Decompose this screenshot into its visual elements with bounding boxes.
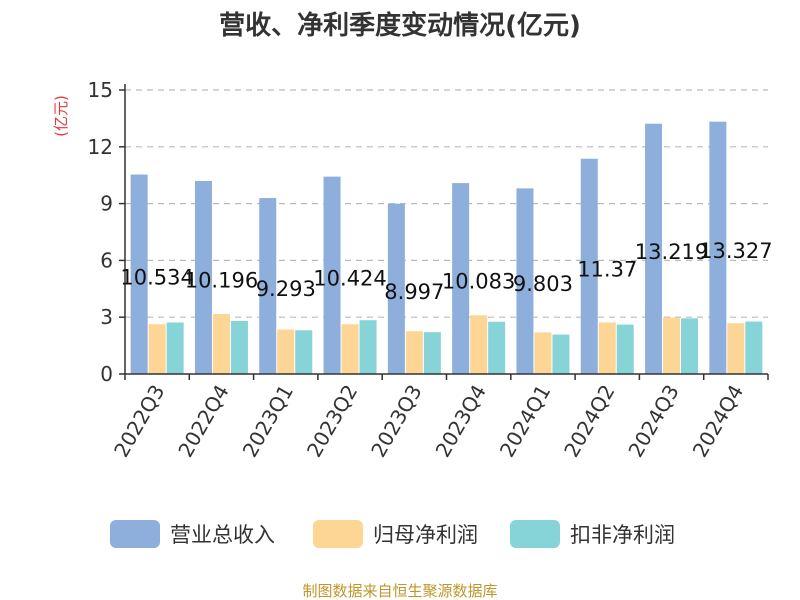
legend-label: 归母净利润: [373, 523, 478, 547]
bar: [645, 123, 663, 374]
data-label: 8.997: [384, 280, 444, 304]
x-tick-label: 2022Q3: [109, 381, 169, 462]
y-tick-label: 3: [100, 305, 113, 329]
x-tick-label: 2023Q2: [302, 381, 362, 462]
x-tick-label: 2023Q4: [431, 381, 491, 462]
x-tick-label: 2024Q1: [495, 381, 555, 462]
y-tick-label: 15: [88, 78, 113, 102]
legend-item: 营业总收入: [110, 520, 275, 548]
bar: [598, 322, 616, 374]
data-labels: 10.53410.1969.29310.4248.99710.0839.8031…: [120, 239, 772, 304]
legend-label: 营业总收入: [170, 523, 275, 547]
bar: [323, 176, 341, 374]
bar: [681, 318, 699, 374]
x-tick-labels: 2022Q3 2022Q4 2023Q1 2023Q2 2023Q3 2023Q4 2024…: [109, 381, 748, 462]
y-tick-label: 9: [100, 192, 113, 216]
bar: [616, 324, 634, 374]
gridlines: [125, 89, 768, 318]
y-tick-label: 6: [100, 248, 113, 272]
bar: [212, 313, 230, 374]
bar: [534, 332, 552, 374]
legend: 营业总收入 归母净利润 扣非净利润: [110, 520, 675, 548]
y-tick-label: 0: [100, 362, 113, 386]
bar: [488, 321, 506, 374]
data-label: 10.424: [313, 266, 386, 290]
bar: [130, 174, 148, 374]
bar: [277, 329, 295, 374]
legend-label: 扣非净利润: [570, 523, 675, 547]
legend-swatch: [110, 520, 160, 548]
y-tick-label: 12: [88, 135, 113, 159]
x-tick-label: 2022Q4: [173, 381, 233, 462]
x-tick-label: 2023Q1: [238, 381, 298, 462]
x-tick-label: 2024Q3: [623, 381, 683, 462]
x-tick-label: 2024Q4: [688, 381, 748, 462]
x-tick-label: 2024Q2: [559, 381, 619, 462]
data-label: 9.803: [513, 272, 573, 296]
data-label: 10.083: [442, 270, 515, 294]
bar: [745, 321, 763, 374]
bar: [470, 315, 488, 374]
data-label: 11.37: [577, 257, 637, 281]
x-tick-label: 2023Q3: [366, 381, 426, 462]
y-axis-unit: (亿元): [52, 95, 70, 137]
bar: [727, 323, 745, 374]
bar: [295, 330, 313, 374]
bar: [709, 121, 727, 374]
bar: [423, 332, 441, 374]
bar: [194, 180, 212, 374]
chart-title: 营收、净利季度变动情况(亿元): [219, 10, 581, 41]
bar: [359, 320, 377, 374]
data-label: 13.327: [699, 239, 772, 263]
data-label: 10.196: [185, 268, 258, 292]
bar: [341, 324, 359, 374]
bar: [166, 322, 184, 374]
bar: [259, 198, 277, 374]
data-label: 13.219: [635, 240, 708, 264]
legend-swatch: [313, 520, 363, 548]
legend-item: 扣非净利润: [510, 520, 675, 548]
bar: [663, 317, 681, 374]
axes: [119, 84, 769, 380]
y-tick-labels: 0 3 6 9 12 15: [88, 78, 113, 386]
bar: [387, 203, 405, 374]
bar: [148, 324, 166, 374]
bar: [552, 334, 570, 374]
legend-swatch: [510, 520, 560, 548]
bar: [516, 188, 534, 374]
source-note: 制图数据来自恒生聚源数据库: [302, 582, 497, 600]
bar: [230, 320, 248, 374]
bars: [130, 121, 763, 374]
data-label: 9.293: [256, 277, 316, 301]
data-label: 10.534: [120, 265, 193, 289]
bar: [405, 331, 423, 374]
legend-item: 归母净利润: [313, 520, 478, 548]
bar: [452, 183, 470, 374]
bar: [580, 158, 598, 374]
